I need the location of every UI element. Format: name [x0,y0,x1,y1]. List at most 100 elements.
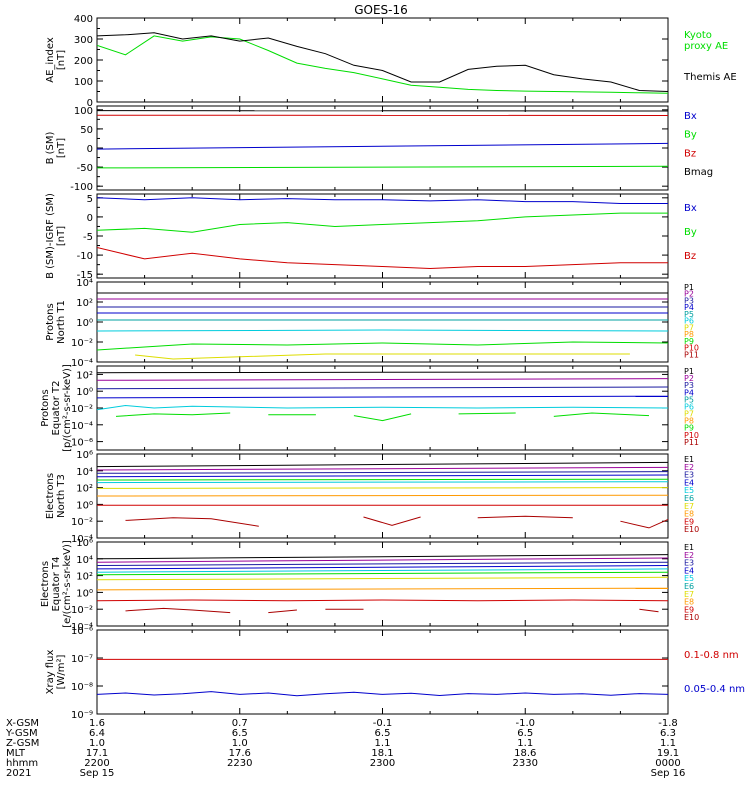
y-tick-label: 10⁻² [71,404,93,415]
panel-frame [97,282,668,362]
y-axis-label-line: Protons [40,389,51,426]
y-tick-label: 10⁰ [76,500,93,511]
series-p6 [97,330,668,331]
y-axis-label-line: North T3 [56,474,67,518]
series-group [97,33,668,93]
y-tick-label: 10⁻⁸ [71,682,93,693]
series-bz [97,248,668,269]
series-p3 [97,387,668,389]
ephemeris-value: 2300 [370,758,395,769]
series-p6c [354,414,411,421]
y-tick-label: 10⁴ [76,555,93,566]
legend-entry: E10 [684,525,699,534]
legend-entry: Kyoto [684,30,712,41]
series-group [97,372,668,421]
y-axis-label-line: [p/(cm²-s-sr-keV)] [62,364,73,452]
y-tick-label: 300 [74,35,93,46]
ephemeris-value: 2330 [513,758,538,769]
y-tick-label: 400 [74,14,93,25]
y-tick-label: 100 [74,77,93,88]
y-tick-label: 0 [87,144,93,155]
plot-title: GOES-16 [354,3,408,17]
series-e7 [97,488,668,489]
legend-entry: P11 [684,438,699,447]
series-group [97,555,668,613]
y-axis-label-line: B (SM)-IGRF (SM) [45,193,56,279]
series-e7 [97,577,668,580]
y-tick-label: 10⁶ [76,450,93,461]
series-e4 [97,566,668,569]
series-e10b [364,517,421,525]
series-p6 [116,413,230,416]
series-p4 [97,396,668,398]
series-p1 [97,372,668,373]
series-group [97,198,668,269]
legend-entry: 0.1-0.8 nm [684,650,739,661]
series-e8 [97,495,668,496]
series-p2 [97,379,668,381]
ephemeris-value: 2230 [227,758,252,769]
y-tick-label: 10² [76,572,93,583]
y-axis-label-line: Equator T4 [51,557,62,612]
y-axis-label: B (SM)[nT] [45,131,67,164]
legend-entry: Themis AE [683,72,737,83]
y-tick-label: 0 [87,213,93,224]
series-e6 [97,482,668,483]
series-p5 [97,406,668,410]
legend-entry: P11 [684,350,699,359]
y-tick-label: 10⁻² [71,605,93,616]
series-e10c [478,516,573,518]
y-axis-label-line: [nT] [56,50,67,70]
y-tick-label: 10⁻⁴ [71,421,93,432]
y-tick-label: -10 [77,251,93,262]
series-e10 [126,608,231,612]
series-e3 [97,472,668,474]
series-by [97,213,668,232]
series-e4 [97,475,668,477]
y-tick-label: 10² [76,484,93,495]
series-e3 [97,562,668,565]
series-e5 [97,569,668,572]
panel-frame [97,542,668,626]
y-tick-label: 10⁰ [76,318,93,329]
y-tick-label: -100 [70,182,93,193]
y-axis-label: Xray flux[W/m²] [45,650,67,695]
series-e6 [97,572,668,575]
series-bx [97,143,668,149]
y-tick-label: 10⁻² [71,517,93,528]
y-axis-label-line: Xray flux [45,650,56,695]
y-tick-label: 10⁰ [76,387,93,398]
y-tick-label: 50 [80,125,93,136]
y-tick-label: 10⁴ [76,467,93,478]
y-tick-label: 10⁻⁶ [71,438,93,449]
y-axis-label-line: [nT] [56,226,67,246]
y-tick-label: -5 [83,232,93,243]
y-tick-label: 100 [74,106,93,117]
y-tick-label: 10⁶ [76,538,93,549]
ephemeris-value: Sep 15 [80,768,115,779]
legend-entry: 0.05-0.4 nm [684,684,745,695]
series-group [97,293,668,359]
series-e8 [97,588,668,590]
y-tick-label: -50 [77,163,93,174]
series-group [97,462,668,528]
series-group [97,659,668,695]
y-tick-label: 10² [76,370,93,381]
